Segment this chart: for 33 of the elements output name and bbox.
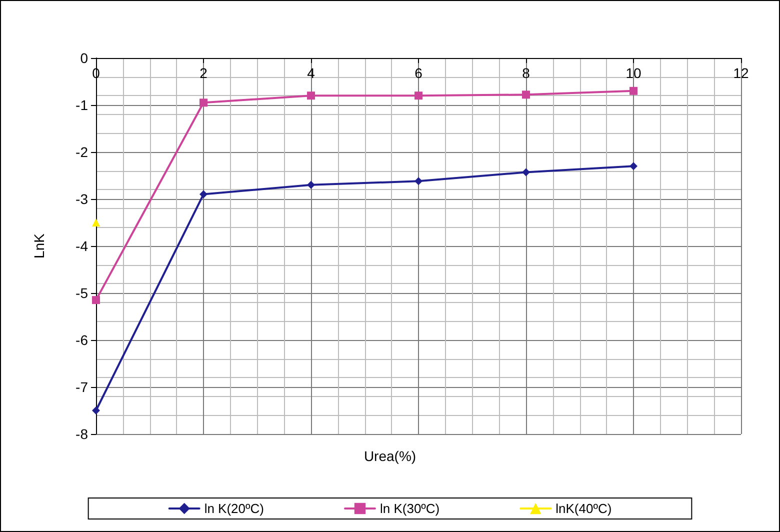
x-axis-title: Urea(%) xyxy=(364,448,416,464)
x-tick-label: 12 xyxy=(733,65,749,81)
y-tick-label: 0 xyxy=(80,50,88,66)
point xyxy=(200,98,208,107)
legend-label: ln K(30ºC) xyxy=(380,501,440,516)
point xyxy=(414,92,422,100)
y-tick-label: -6 xyxy=(76,332,88,348)
y-tick-label: -8 xyxy=(76,426,88,442)
y-tick-label: -2 xyxy=(76,144,88,160)
x-tick-label: 8 xyxy=(522,65,530,81)
y-tick-label: -3 xyxy=(76,191,88,207)
point xyxy=(307,180,315,189)
legend-label: ln K(20ºC) xyxy=(204,501,264,516)
y-tick-label: -5 xyxy=(76,285,88,301)
point xyxy=(414,177,422,186)
legend-label: lnK(40ºC) xyxy=(556,501,612,516)
point xyxy=(200,190,208,198)
x-tick-label: 4 xyxy=(307,65,316,81)
point xyxy=(522,90,530,99)
y-axis-title: LnK xyxy=(31,232,47,258)
y-tick-label: -4 xyxy=(76,238,88,254)
y-tick-label: -7 xyxy=(76,379,88,395)
point xyxy=(92,218,100,226)
point xyxy=(92,296,100,304)
point xyxy=(522,168,530,176)
point xyxy=(630,86,638,95)
point xyxy=(92,406,100,414)
x-tick-label: 10 xyxy=(626,65,642,81)
y-tick-label: -1 xyxy=(76,97,88,113)
point xyxy=(307,92,315,100)
point xyxy=(630,162,638,170)
x-tick-label: 6 xyxy=(414,65,423,81)
x-tick-label: 2 xyxy=(200,65,208,81)
